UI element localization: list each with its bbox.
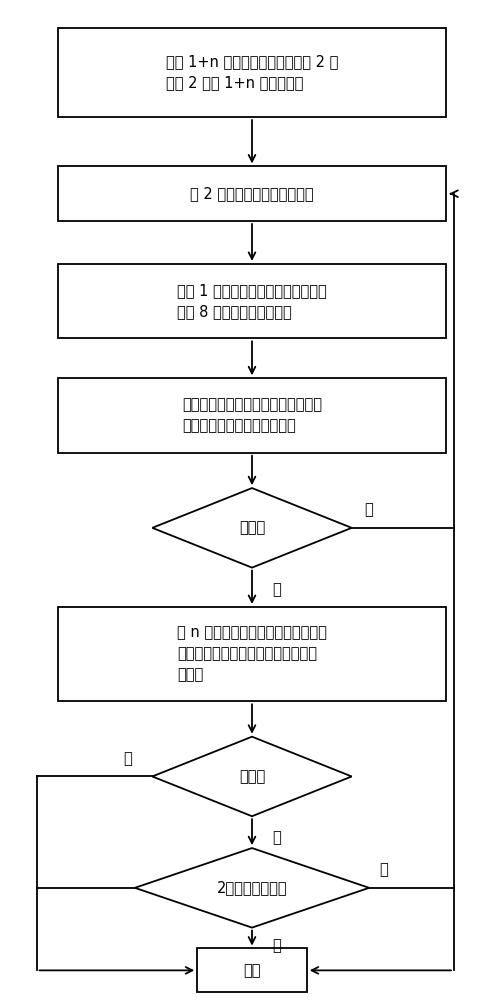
Text: 是: 是 bbox=[272, 938, 281, 953]
FancyBboxPatch shape bbox=[57, 607, 447, 701]
Text: 否: 否 bbox=[379, 862, 388, 877]
Text: 对 2 个端面分别进行如下处理: 对 2 个端面分别进行如下处理 bbox=[190, 186, 314, 201]
Polygon shape bbox=[152, 488, 352, 568]
FancyBboxPatch shape bbox=[57, 378, 447, 453]
Text: 对第 1 幅图像，圆形目标区域图像定
位和 8 度斜面与直角面判定: 对第 1 幅图像，圆形目标区域图像定 位和 8 度斜面与直角面判定 bbox=[177, 283, 327, 319]
Text: 进行崩边、麻点和显著划痕检测，并
给出良品、次品和废品的判定: 进行崩边、麻点和显著划痕检测，并 给出良品、次品和废品的判定 bbox=[182, 397, 322, 433]
FancyBboxPatch shape bbox=[197, 948, 307, 992]
FancyBboxPatch shape bbox=[57, 264, 447, 338]
FancyBboxPatch shape bbox=[57, 166, 447, 221]
Text: 控制 1+n 组光源开闭，获得透镜 2 个
端面 2 组各 1+n 幅原始图像: 控制 1+n 组光源开闭，获得透镜 2 个 端面 2 组各 1+n 幅原始图像 bbox=[166, 54, 338, 90]
Text: 否: 否 bbox=[272, 582, 281, 597]
Text: 对 n 幅图像，分别进行麻点和细微划
痕的检测，并给出良品、次品和废品
的判定: 对 n 幅图像，分别进行麻点和细微划 痕的检测，并给出良品、次品和废品 的判定 bbox=[177, 626, 327, 683]
Text: 是: 是 bbox=[364, 502, 373, 517]
Text: 结束: 结束 bbox=[243, 963, 261, 978]
Text: 是: 是 bbox=[123, 751, 133, 766]
Polygon shape bbox=[135, 848, 369, 928]
Text: 废品？: 废品？ bbox=[239, 769, 265, 784]
Polygon shape bbox=[152, 737, 352, 816]
Text: 2端面检测完毕？: 2端面检测完毕？ bbox=[217, 880, 287, 895]
FancyBboxPatch shape bbox=[57, 28, 447, 117]
Text: 否: 否 bbox=[272, 831, 281, 846]
Text: 废品？: 废品？ bbox=[239, 520, 265, 535]
